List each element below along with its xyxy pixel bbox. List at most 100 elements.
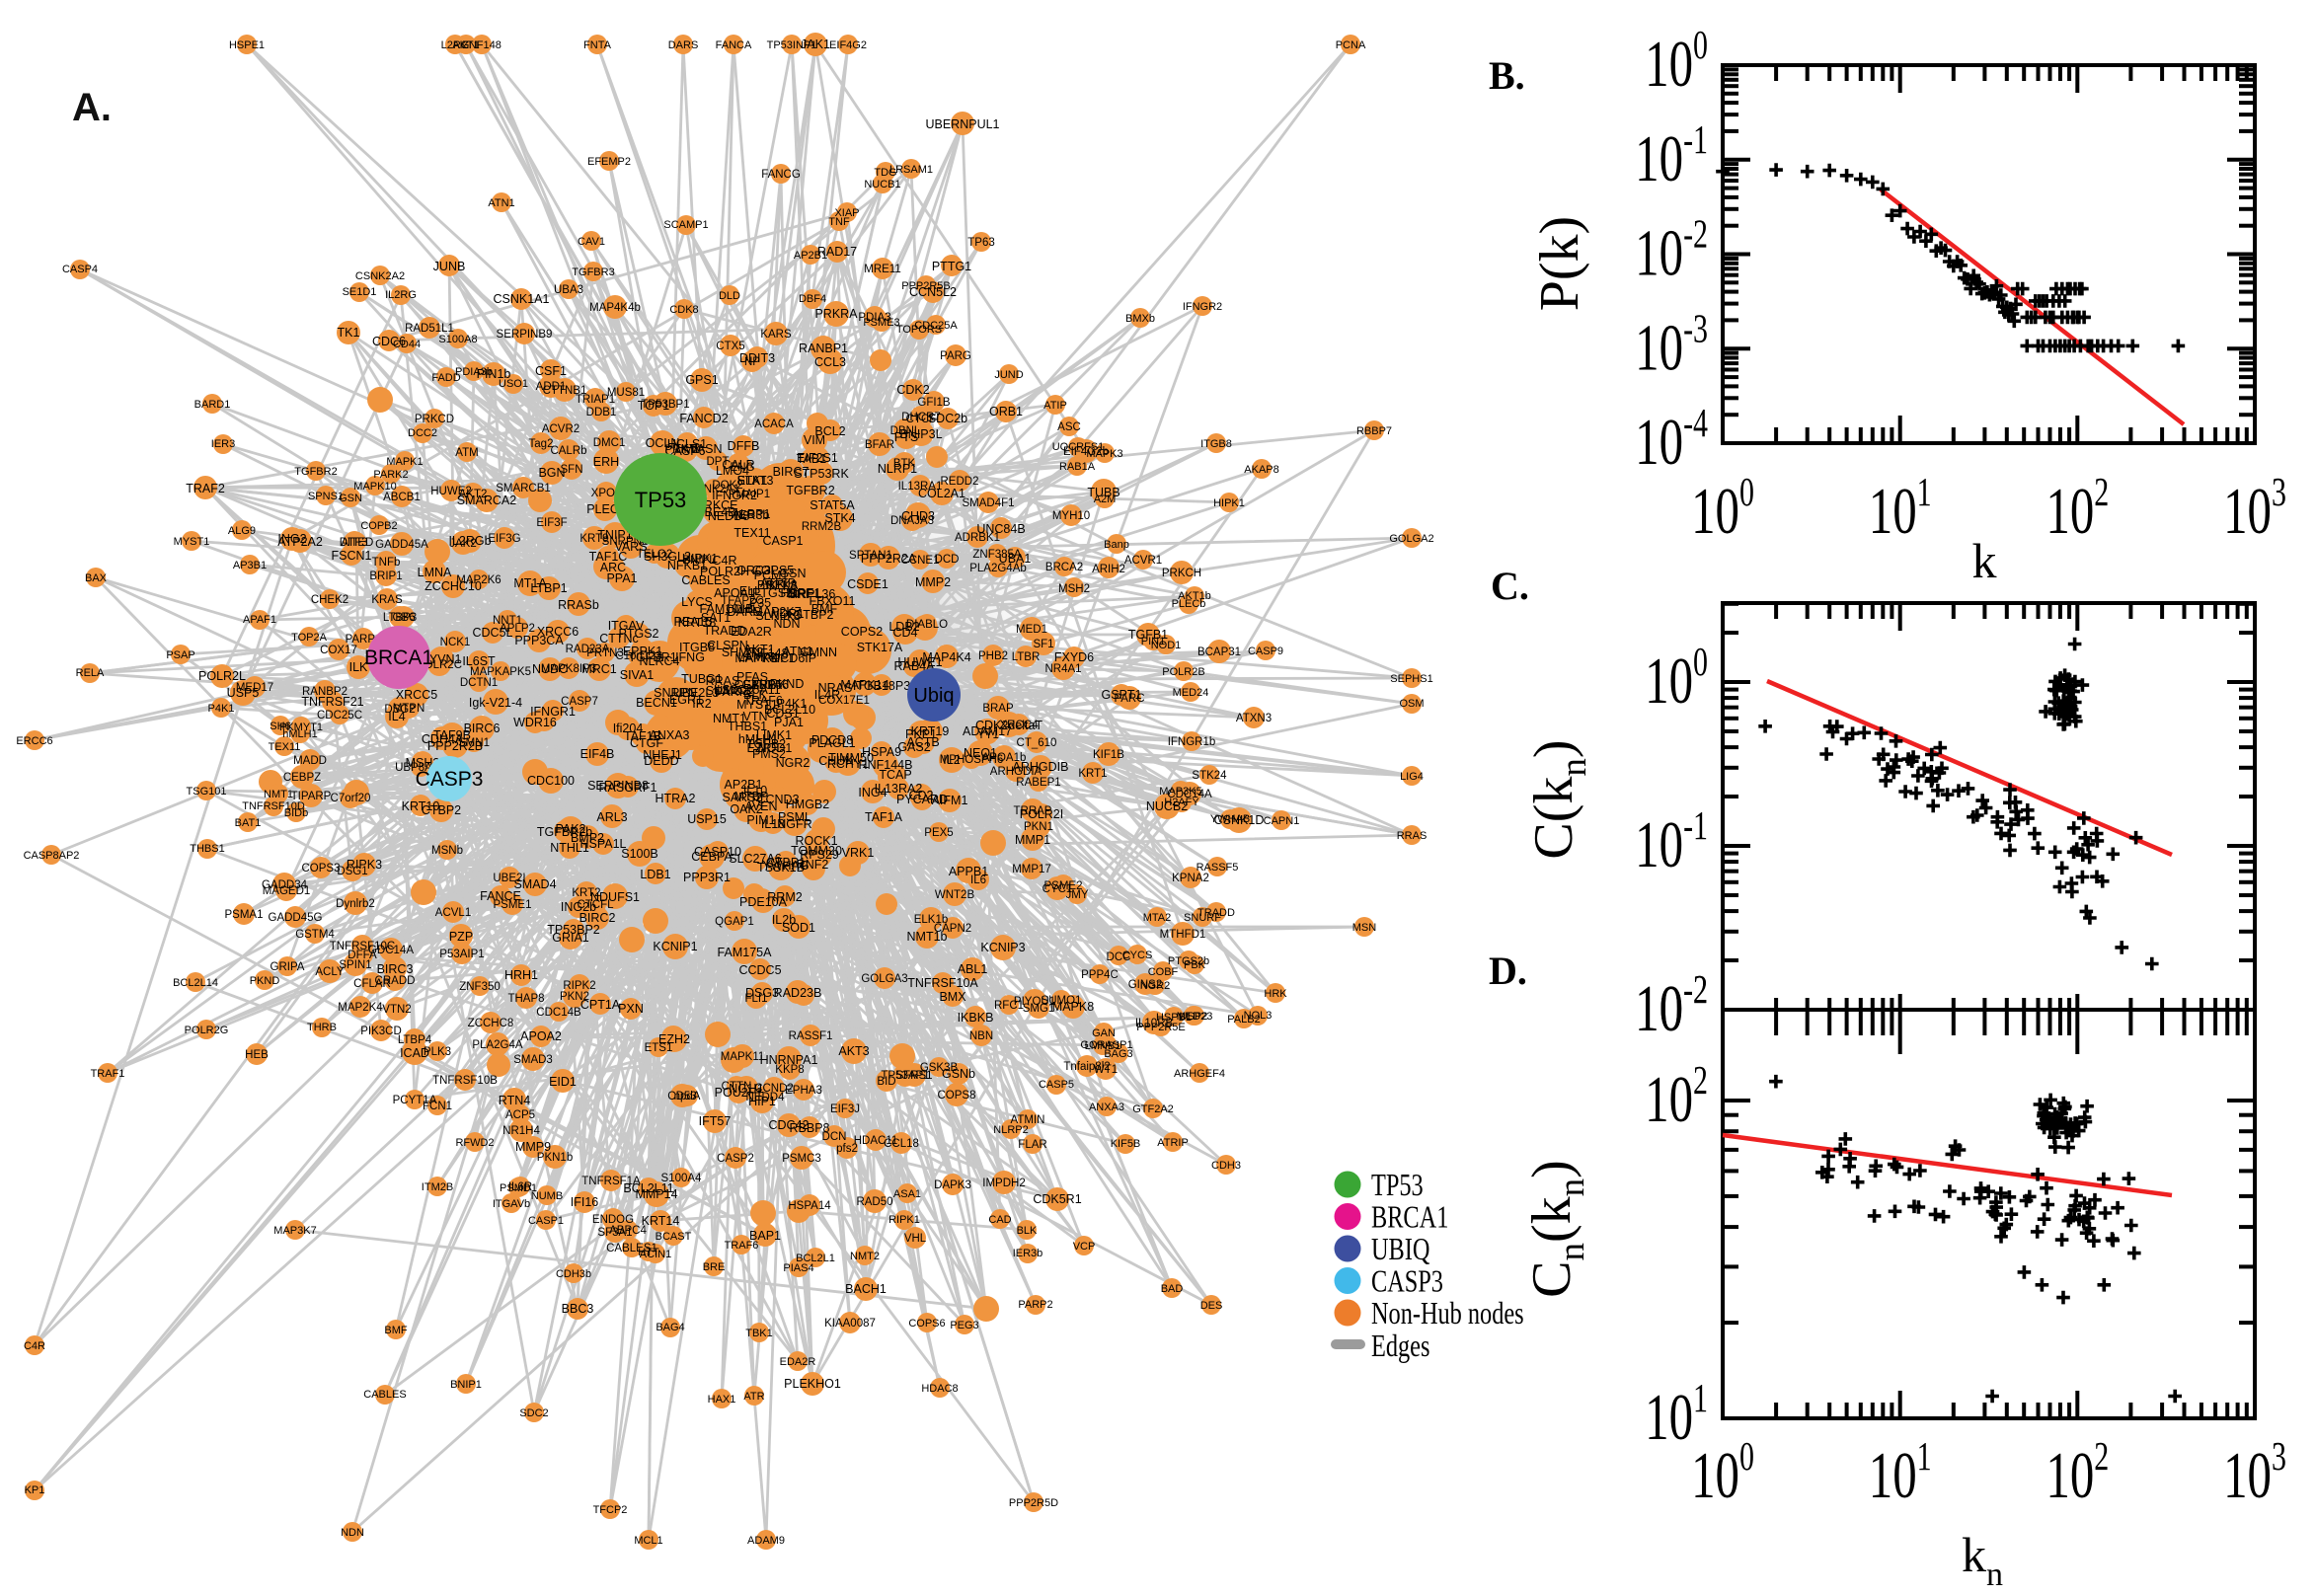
svg-text:TSG101: TSG101 xyxy=(187,786,227,798)
svg-text:Ubiq: Ubiq xyxy=(913,685,954,707)
svg-text:FLAR: FLAR xyxy=(1018,1139,1046,1151)
svg-text:IFNGR1b: IFNGR1b xyxy=(1168,736,1216,748)
svg-text:BMF: BMF xyxy=(384,1325,408,1336)
svg-text:APOA1b: APOA1b xyxy=(982,752,1027,764)
svg-text:PPA1: PPA1 xyxy=(606,571,637,585)
svg-text:TP53INP1: TP53INP1 xyxy=(767,39,817,51)
svg-text:AIFM1: AIFM1 xyxy=(932,794,968,807)
svg-text:TP63: TP63 xyxy=(967,237,995,249)
svg-text:BAG4: BAG4 xyxy=(656,1322,684,1333)
svg-text:ETS1: ETS1 xyxy=(645,1042,673,1054)
svg-text:CASP4: CASP4 xyxy=(62,264,98,275)
svg-text:CCL18: CCL18 xyxy=(884,1138,919,1150)
svg-text:ABPC4: ABPC4 xyxy=(609,1225,647,1237)
svg-text:BTK: BTK xyxy=(893,458,916,470)
svg-text:MMP1: MMP1 xyxy=(1015,833,1050,847)
svg-text:CTBP1: CTBP1 xyxy=(766,856,806,870)
svg-text:ADAM9: ADAM9 xyxy=(747,1535,785,1547)
svg-text:PARG: PARG xyxy=(940,350,971,362)
svg-text:BAD: BAD xyxy=(1161,1283,1184,1295)
svg-text:k: k xyxy=(1972,533,1997,588)
svg-text:ATM: ATM xyxy=(455,447,478,459)
svg-text:P4K1: P4K1 xyxy=(208,703,235,715)
svg-text:KRT14: KRT14 xyxy=(642,1214,680,1228)
svg-text:SCAMP1: SCAMP1 xyxy=(663,219,708,231)
svg-text:TAF1C: TAF1C xyxy=(589,550,628,564)
svg-text:COPS2: COPS2 xyxy=(841,625,883,639)
svg-text:MYST1: MYST1 xyxy=(174,536,210,548)
svg-text:CDK5R1: CDK5R1 xyxy=(1033,1192,1081,1206)
svg-text:ZCCHC8: ZCCHC8 xyxy=(468,1018,514,1029)
svg-text:TP53BP2: TP53BP2 xyxy=(547,923,600,937)
svg-text:FLI1: FLI1 xyxy=(744,993,767,1005)
svg-text:CFLAR: CFLAR xyxy=(353,978,391,990)
svg-text:TRIAP1: TRIAP1 xyxy=(576,394,615,406)
svg-text:NGR2: NGR2 xyxy=(1140,980,1171,992)
svg-text:BNIPL: BNIPL xyxy=(682,555,716,567)
svg-text:SOD1: SOD1 xyxy=(782,921,815,935)
svg-text:TRRAP: TRRAP xyxy=(1014,805,1052,817)
svg-text:CDC42: CDC42 xyxy=(769,1118,810,1132)
svg-text:C(kn): C(kn) xyxy=(1523,739,1594,859)
svg-text:GAN: GAN xyxy=(1092,1027,1116,1039)
svg-text:MED1: MED1 xyxy=(1016,624,1047,636)
svg-text:TNF: TNF xyxy=(828,216,850,228)
svg-text:MAP2K6: MAP2K6 xyxy=(456,574,501,586)
svg-text:SERPINB9: SERPINB9 xyxy=(497,329,553,341)
svg-text:PLECb: PLECb xyxy=(1172,598,1206,610)
svg-text:LAMA4: LAMA4 xyxy=(738,650,779,664)
svg-text:CASP3: CASP3 xyxy=(416,768,484,791)
svg-text:PLEKHO1: PLEKHO1 xyxy=(784,1377,841,1391)
svg-text:BRIP1: BRIP1 xyxy=(369,570,402,582)
svg-text:AKAP8: AKAP8 xyxy=(1244,464,1278,476)
svg-text:NBN: NBN xyxy=(969,1030,993,1042)
svg-text:MAPK8IP3: MAPK8IP3 xyxy=(541,663,596,675)
svg-text:PPP3R1: PPP3R1 xyxy=(683,871,731,884)
svg-text:NR1H4: NR1H4 xyxy=(502,1125,540,1137)
svg-text:EIF3J: EIF3J xyxy=(830,1103,860,1115)
svg-text:FNTA: FNTA xyxy=(583,39,612,51)
svg-text:MAPKAPK5: MAPKAPK5 xyxy=(470,666,531,678)
svg-text:STK17A: STK17A xyxy=(857,641,903,654)
svg-text:KP1: KP1 xyxy=(25,1484,45,1496)
svg-text:PRTN3: PRTN3 xyxy=(586,647,624,659)
svg-text:PLAGL1: PLAGL1 xyxy=(809,736,855,750)
svg-text:ROCK1: ROCK1 xyxy=(795,834,837,848)
svg-text:PLK3: PLK3 xyxy=(424,1046,451,1058)
svg-text:JAK2: JAK2 xyxy=(449,538,477,550)
svg-text:CASP7: CASP7 xyxy=(561,696,598,708)
svg-text:NOL3: NOL3 xyxy=(1244,1010,1273,1022)
svg-text:COPS3: COPS3 xyxy=(302,863,341,874)
svg-text:PSME3: PSME3 xyxy=(863,317,899,329)
svg-text:LTBP3: LTBP3 xyxy=(383,612,417,624)
svg-text:PLA2G4Ab: PLA2G4Ab xyxy=(969,563,1027,574)
svg-text:FADD: FADD xyxy=(431,372,460,384)
svg-text:PSME2: PSME2 xyxy=(1044,880,1083,892)
svg-text:ACACA: ACACA xyxy=(754,418,794,430)
svg-text:STK3: STK3 xyxy=(766,578,797,592)
svg-text:TFAP2C: TFAP2C xyxy=(721,595,763,607)
svg-text:NNT1: NNT1 xyxy=(493,615,522,627)
svg-text:KARS: KARS xyxy=(760,329,792,341)
svg-text:CDH3: CDH3 xyxy=(1211,1160,1241,1172)
svg-text:TUBG1: TUBG1 xyxy=(681,672,723,686)
svg-text:USP15: USP15 xyxy=(687,812,727,826)
svg-text:BRAP: BRAP xyxy=(982,703,1014,715)
svg-text:GADD45G: GADD45G xyxy=(269,912,323,924)
svg-text:VIM: VIM xyxy=(804,433,825,447)
svg-text:RAB1A: RAB1A xyxy=(1059,461,1096,473)
svg-text:TRAF2: TRAF2 xyxy=(186,482,225,495)
svg-text:BACH1: BACH1 xyxy=(845,1282,887,1296)
svg-text:ZNF148: ZNF148 xyxy=(462,39,502,51)
svg-text:POLR2L: POLR2L xyxy=(198,669,246,683)
svg-text:CSNK1A1: CSNK1A1 xyxy=(494,292,550,306)
svg-text:PEG3: PEG3 xyxy=(950,1320,978,1331)
svg-text:MT1A: MT1A xyxy=(513,576,547,590)
svg-text:EIF4B: EIF4B xyxy=(580,747,615,761)
svg-text:ELK1b: ELK1b xyxy=(914,914,949,926)
svg-text:HSPA1L: HSPA1L xyxy=(579,837,626,851)
svg-text:AKT2: AKT2 xyxy=(459,489,488,500)
svg-text:MCL1: MCL1 xyxy=(634,1535,662,1547)
svg-text:MAPK1: MAPK1 xyxy=(386,456,423,468)
svg-text:ERCC6: ERCC6 xyxy=(16,735,52,747)
